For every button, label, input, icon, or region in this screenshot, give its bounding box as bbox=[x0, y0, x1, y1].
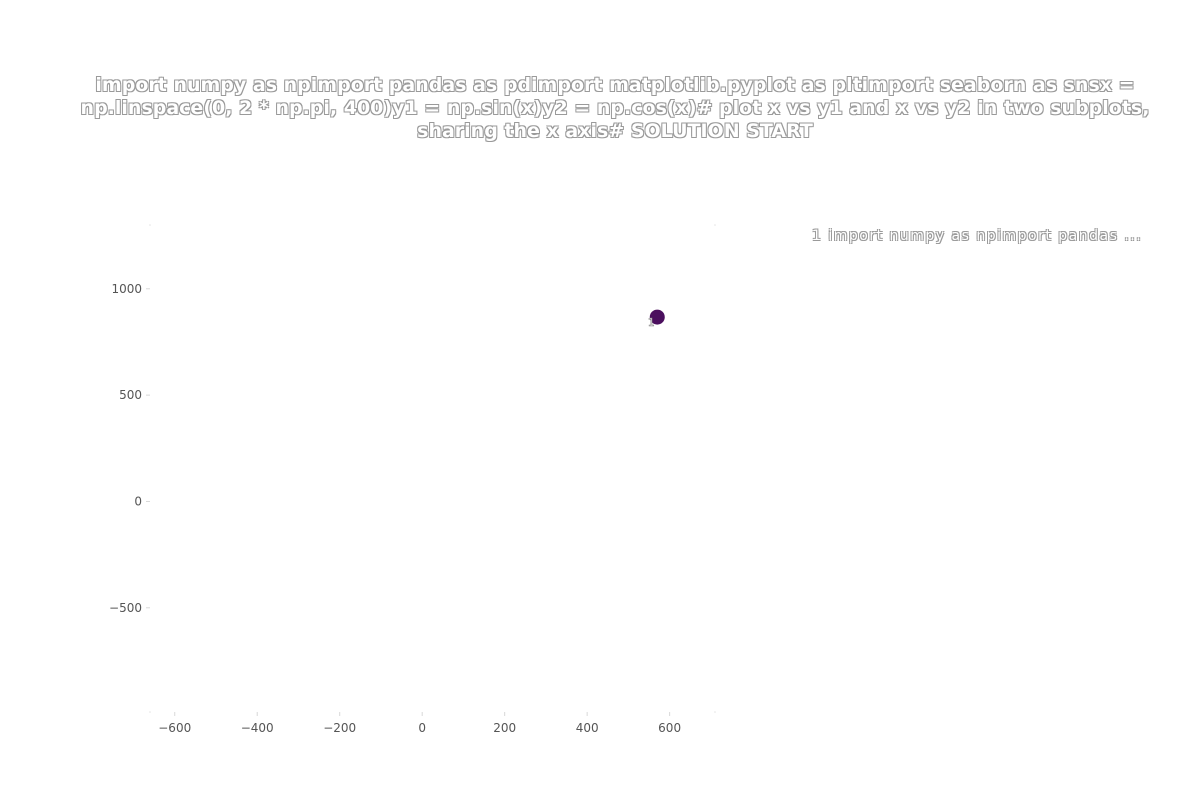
plot-corner-mark bbox=[714, 711, 716, 713]
y-tick-label: 500 bbox=[119, 388, 142, 402]
plot-corner-mark bbox=[714, 224, 716, 226]
x-tick-label: −400 bbox=[241, 721, 274, 735]
x-tick-label: 200 bbox=[493, 721, 516, 735]
x-tick-label: −600 bbox=[158, 721, 191, 735]
y-tick-label: 1000 bbox=[111, 282, 142, 296]
y-tick-label: −500 bbox=[109, 601, 142, 615]
x-tick-label: −200 bbox=[323, 721, 356, 735]
legend-entry-label: 1 import numpy as npimport pandas ... bbox=[812, 228, 1143, 244]
y-tick-label: 0 bbox=[134, 494, 142, 508]
x-tick-label: 600 bbox=[658, 721, 681, 735]
chart-title: import numpy as npimport pandas as pdimp… bbox=[80, 74, 1150, 142]
data-point-label: 1 bbox=[648, 316, 655, 329]
x-tick-label: 0 bbox=[418, 721, 426, 735]
data-point bbox=[649, 309, 665, 325]
ticks: −600 −400 −200 0 200 400 600 −500 0 500 1000 bbox=[109, 282, 681, 735]
legend: 1 import numpy as npimport pandas ... bbox=[812, 228, 1200, 254]
plot-corner-mark bbox=[149, 224, 151, 226]
axes bbox=[149, 224, 716, 713]
plot-corner-mark bbox=[149, 711, 151, 713]
x-tick-label: 400 bbox=[576, 721, 599, 735]
data-points: 1 bbox=[647, 309, 665, 329]
